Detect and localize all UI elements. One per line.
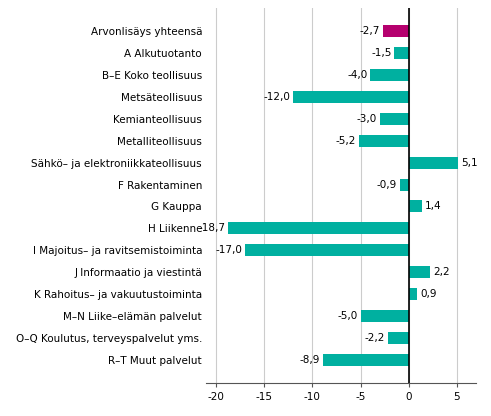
Bar — [293, 91, 409, 103]
Bar — [409, 288, 417, 300]
Bar — [370, 69, 409, 81]
Text: -12,0: -12,0 — [263, 92, 290, 102]
Text: -2,7: -2,7 — [359, 26, 380, 36]
Bar — [360, 310, 409, 322]
Text: -17,0: -17,0 — [215, 245, 242, 255]
Bar — [409, 266, 430, 278]
Bar — [228, 222, 409, 234]
Bar — [323, 354, 409, 366]
Bar — [358, 135, 409, 147]
Text: -1,5: -1,5 — [371, 48, 391, 58]
Text: -0,9: -0,9 — [377, 180, 397, 190]
Bar — [245, 244, 409, 256]
Text: 5,1: 5,1 — [461, 158, 477, 168]
Bar — [387, 332, 409, 344]
Bar — [380, 113, 409, 125]
Text: -3,0: -3,0 — [356, 114, 377, 124]
Bar — [409, 201, 422, 213]
Text: 0,9: 0,9 — [420, 289, 437, 299]
Text: -5,0: -5,0 — [337, 311, 357, 321]
Text: -4,0: -4,0 — [347, 70, 367, 80]
Text: 1,4: 1,4 — [425, 201, 442, 211]
Text: -5,2: -5,2 — [335, 136, 355, 146]
Text: -18,7: -18,7 — [198, 223, 225, 233]
Bar — [409, 157, 458, 169]
Bar — [400, 178, 409, 191]
Bar — [382, 25, 409, 37]
Text: 2,2: 2,2 — [433, 267, 449, 277]
Bar — [394, 47, 409, 59]
Text: -8,9: -8,9 — [300, 355, 320, 365]
Text: -2,2: -2,2 — [364, 333, 384, 343]
